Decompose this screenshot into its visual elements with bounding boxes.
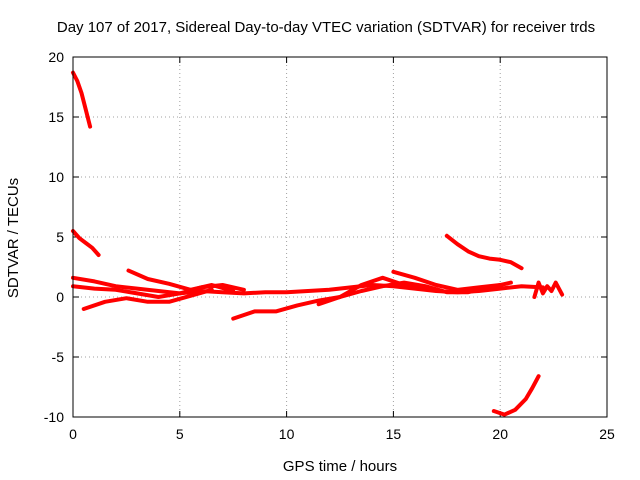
grid [73, 57, 607, 417]
x-tick-label: 20 [492, 426, 508, 442]
series-arc-10 [444, 233, 524, 271]
x-tick-label: 10 [279, 426, 295, 442]
series-arc-12 [532, 280, 565, 299]
series-arc-2 [71, 229, 101, 257]
x-tick-label: 5 [176, 426, 184, 442]
series-arc-7 [231, 280, 513, 321]
y-tick-label: 5 [56, 229, 64, 245]
series-group [71, 70, 565, 417]
y-tick-label: -5 [52, 349, 65, 365]
x-tick-label: 15 [386, 426, 402, 442]
y-tick-label: 20 [48, 49, 64, 65]
plot-frame [72, 56, 608, 418]
series-arc-6 [126, 268, 236, 293]
series-arc-1 [71, 70, 93, 129]
x-tick-label: 0 [69, 426, 77, 442]
y-tick-label: 15 [48, 109, 64, 125]
y-tick-label: -10 [44, 409, 64, 425]
y-tick-label: 10 [48, 169, 64, 185]
series-arc-8 [316, 275, 428, 307]
x-axis-label: GPS time / hours [283, 458, 397, 475]
series-arc-9 [391, 269, 503, 292]
series-arc-11 [491, 374, 541, 417]
y-axis-label: SDTVAR / TECUs [5, 178, 22, 298]
ticks: 0 5 10 15 20 25 -10 -5 0 5 10 15 20 [44, 49, 615, 442]
x-tick-label: 25 [599, 426, 615, 442]
chart-title: Day 107 of 2017, Sidereal Day-to-day VTE… [57, 19, 595, 36]
y-tick-label: 0 [56, 289, 64, 305]
series-arc-5 [81, 287, 214, 311]
